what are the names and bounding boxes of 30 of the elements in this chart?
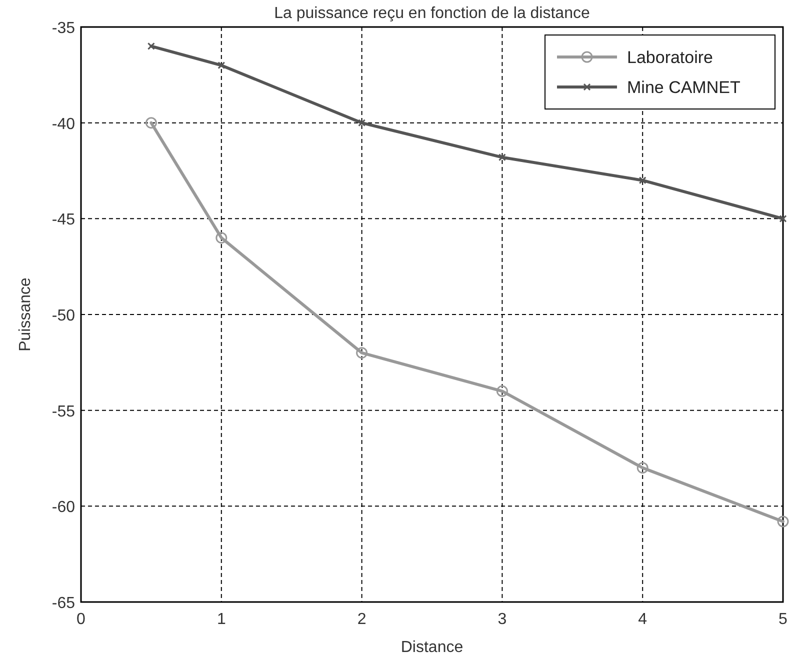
y-tick-label: -40 xyxy=(52,116,76,133)
point xyxy=(147,42,155,50)
point xyxy=(356,347,368,359)
y-tick-label: -55 xyxy=(52,403,76,420)
point xyxy=(358,119,366,127)
point xyxy=(496,385,508,397)
point xyxy=(636,462,648,474)
x-tick-label: 4 xyxy=(638,611,648,628)
x-tick-label: 0 xyxy=(76,611,86,628)
y-tick-label: -45 xyxy=(52,212,76,229)
point xyxy=(218,62,226,70)
y-tick-label: -65 xyxy=(52,595,76,612)
x-tick-label: 2 xyxy=(357,611,366,628)
x-tick-label: 5 xyxy=(778,611,788,628)
y-tick-label: -50 xyxy=(52,308,76,324)
point xyxy=(216,232,228,244)
legend-label: Mine CAMNET xyxy=(627,78,740,97)
point xyxy=(777,516,789,528)
x-axis-title: Distance xyxy=(400,639,464,656)
point xyxy=(145,117,157,129)
y-tick-label: -60 xyxy=(52,499,76,516)
y-axis-title: Puissance xyxy=(17,277,34,352)
point xyxy=(498,154,506,162)
point xyxy=(638,176,646,184)
point xyxy=(779,214,787,222)
x-tick-label: 3 xyxy=(498,611,507,628)
chart-title: La puissance reçu en fonction de la distance xyxy=(274,5,590,22)
y-tick-label: -35 xyxy=(52,20,76,37)
x-tick-label: 1 xyxy=(216,611,226,628)
legend-label: Laboratoire xyxy=(627,48,714,67)
